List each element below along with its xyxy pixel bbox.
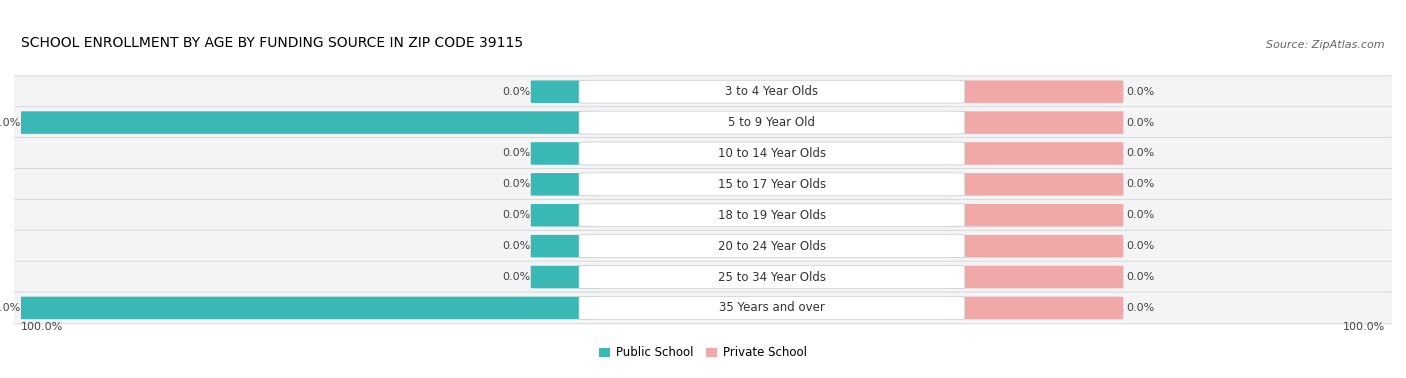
FancyBboxPatch shape [945,173,1123,196]
FancyBboxPatch shape [531,173,600,196]
FancyBboxPatch shape [945,81,1123,103]
FancyBboxPatch shape [0,169,1406,200]
Text: 100.0%: 100.0% [0,118,21,128]
Text: 25 to 34 Year Olds: 25 to 34 Year Olds [718,271,825,284]
FancyBboxPatch shape [945,297,1123,319]
Text: 0.0%: 0.0% [1126,210,1154,220]
Text: 0.0%: 0.0% [1126,303,1154,313]
FancyBboxPatch shape [945,266,1123,288]
FancyBboxPatch shape [0,199,1406,231]
FancyBboxPatch shape [945,204,1123,226]
FancyBboxPatch shape [531,235,600,257]
FancyBboxPatch shape [945,142,1123,165]
FancyBboxPatch shape [531,204,600,226]
FancyBboxPatch shape [579,296,965,319]
Text: 0.0%: 0.0% [502,241,531,251]
FancyBboxPatch shape [579,235,965,257]
Text: 5 to 9 Year Old: 5 to 9 Year Old [728,116,815,129]
Text: Source: ZipAtlas.com: Source: ZipAtlas.com [1267,40,1385,50]
Text: 0.0%: 0.0% [1126,149,1154,158]
FancyBboxPatch shape [579,173,965,196]
FancyBboxPatch shape [0,292,1406,324]
FancyBboxPatch shape [21,297,600,319]
FancyBboxPatch shape [579,142,965,165]
FancyBboxPatch shape [579,204,965,227]
Text: 15 to 17 Year Olds: 15 to 17 Year Olds [718,178,825,191]
FancyBboxPatch shape [579,111,965,134]
Text: 100.0%: 100.0% [21,322,63,332]
Text: 20 to 24 Year Olds: 20 to 24 Year Olds [718,240,825,253]
FancyBboxPatch shape [21,111,600,134]
FancyBboxPatch shape [531,81,600,103]
Text: 0.0%: 0.0% [502,210,531,220]
FancyBboxPatch shape [945,111,1123,134]
FancyBboxPatch shape [579,266,965,288]
Text: SCHOOL ENROLLMENT BY AGE BY FUNDING SOURCE IN ZIP CODE 39115: SCHOOL ENROLLMENT BY AGE BY FUNDING SOUR… [21,36,523,50]
Text: 0.0%: 0.0% [502,149,531,158]
Text: 0.0%: 0.0% [1126,87,1154,97]
Text: 0.0%: 0.0% [502,87,531,97]
Legend: Public School, Private School: Public School, Private School [593,342,813,364]
FancyBboxPatch shape [531,266,600,288]
FancyBboxPatch shape [0,76,1406,108]
FancyBboxPatch shape [0,261,1406,293]
Text: 18 to 19 Year Olds: 18 to 19 Year Olds [718,209,825,222]
Text: 0.0%: 0.0% [1126,118,1154,128]
Text: 0.0%: 0.0% [1126,180,1154,189]
Text: 0.0%: 0.0% [1126,272,1154,282]
Text: 0.0%: 0.0% [1126,241,1154,251]
Text: 0.0%: 0.0% [502,180,531,189]
Text: 35 Years and over: 35 Years and over [718,301,825,314]
Text: 0.0%: 0.0% [502,272,531,282]
FancyBboxPatch shape [0,138,1406,169]
Text: 3 to 4 Year Olds: 3 to 4 Year Olds [725,85,818,98]
Text: 100.0%: 100.0% [0,303,21,313]
FancyBboxPatch shape [0,107,1406,138]
FancyBboxPatch shape [0,230,1406,262]
Text: 100.0%: 100.0% [1343,322,1385,332]
FancyBboxPatch shape [579,80,965,103]
Text: 10 to 14 Year Olds: 10 to 14 Year Olds [718,147,825,160]
FancyBboxPatch shape [945,235,1123,257]
FancyBboxPatch shape [531,142,600,165]
